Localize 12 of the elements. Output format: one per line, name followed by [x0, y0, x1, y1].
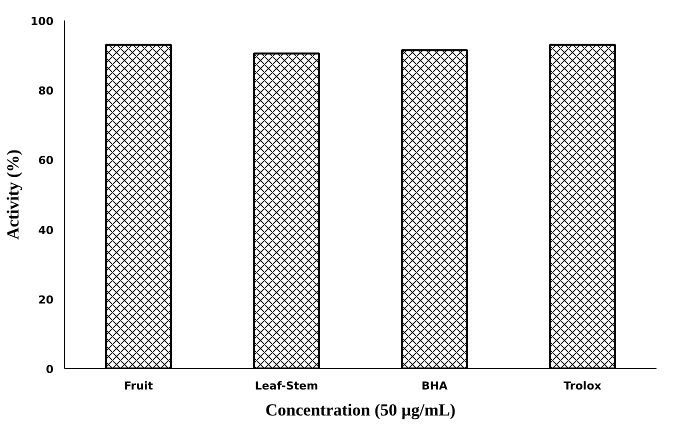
y-tick-label: 0: [46, 363, 54, 376]
x-axis-title: Concentration (50 µg/mL): [265, 400, 456, 420]
y-tick-label: 60: [38, 154, 54, 168]
x-tick-label: Leaf-Stem: [254, 380, 318, 392]
x-tick-label: Trolox: [564, 380, 602, 392]
y-tick-label: 80: [38, 84, 54, 98]
x-tick-label: Fruit: [124, 380, 154, 392]
y-tick-label: 100: [30, 15, 54, 28]
y-axis-title: Activity (%): [4, 149, 23, 240]
y-tick-label: 40: [38, 224, 54, 237]
y-tick-label: 20: [38, 293, 54, 306]
x-tick-label: BHA: [421, 380, 448, 392]
